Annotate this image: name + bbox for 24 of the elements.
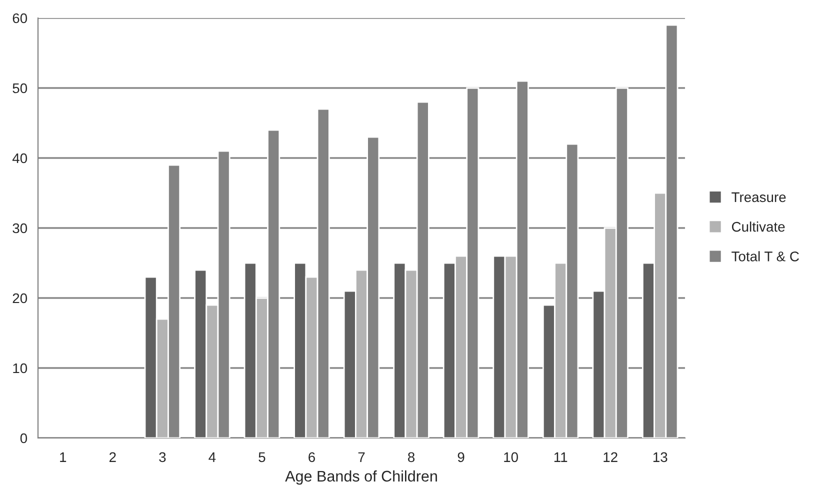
legend-label: Treasure: [732, 192, 786, 202]
x-tick-label: 13: [653, 452, 668, 462]
y-tick-label: 50: [12, 83, 28, 94]
y-tick-label: 10: [13, 363, 28, 374]
y-tick-label: 60: [12, 13, 28, 24]
x-tick-label: 1: [60, 452, 66, 462]
x-tick-label: 9: [458, 452, 464, 462]
y-tick-label: 0: [20, 433, 28, 444]
legend-label: Cultivate: [732, 222, 785, 232]
y-tick-label: 30: [12, 223, 28, 234]
x-tick-label: 10: [504, 452, 518, 462]
x-axis-title: Age Bands of Children: [285, 470, 437, 485]
x-tick-label: 11: [554, 452, 568, 462]
x-tick-label: 3: [159, 452, 166, 462]
y-tick-label: 20: [12, 293, 28, 304]
x-tick-label: 12: [604, 452, 618, 462]
x-tick-label: 2: [109, 452, 116, 462]
x-tick-label: 7: [358, 452, 365, 462]
x-tick-label: 4: [208, 452, 216, 462]
legend-label: Total T & C: [732, 251, 799, 262]
x-tick-label: 5: [258, 452, 266, 462]
x-tick-label: 8: [408, 452, 415, 462]
x-tick-label: 6: [308, 452, 315, 462]
y-tick-label: 40: [12, 153, 28, 164]
